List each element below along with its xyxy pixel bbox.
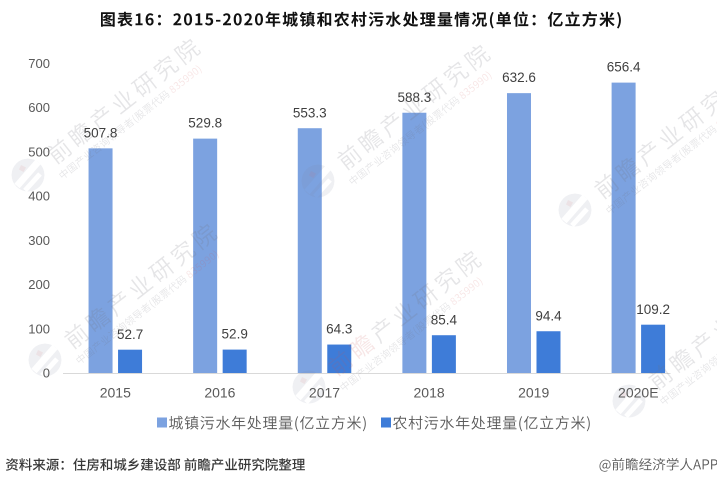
svg-text:200: 200 xyxy=(28,277,50,292)
svg-text:553.3: 553.3 xyxy=(293,105,327,120)
svg-text:52.7: 52.7 xyxy=(117,327,143,342)
svg-text:500: 500 xyxy=(28,144,50,159)
svg-text:2016: 2016 xyxy=(204,384,235,400)
svg-text:2019: 2019 xyxy=(518,384,549,400)
svg-text:700: 700 xyxy=(28,56,50,71)
svg-text:632.6: 632.6 xyxy=(502,70,536,85)
svg-text:85.4: 85.4 xyxy=(431,312,458,327)
svg-text:588.3: 588.3 xyxy=(398,90,432,105)
svg-text:64.3: 64.3 xyxy=(326,322,352,337)
svg-text:600: 600 xyxy=(28,100,50,115)
svg-text:52.9: 52.9 xyxy=(222,327,248,342)
svg-text:400: 400 xyxy=(28,189,50,204)
svg-text:656.4: 656.4 xyxy=(607,60,641,75)
svg-text:2017: 2017 xyxy=(309,384,340,400)
svg-text:507.8: 507.8 xyxy=(84,125,118,140)
svg-text:529.8: 529.8 xyxy=(188,116,222,131)
svg-text:0: 0 xyxy=(43,366,50,381)
svg-text:2020E: 2020E xyxy=(618,384,658,400)
svg-text:109.2: 109.2 xyxy=(636,302,670,317)
svg-text:2018: 2018 xyxy=(414,384,445,400)
svg-text:94.4: 94.4 xyxy=(535,308,562,323)
svg-text:300: 300 xyxy=(28,233,50,248)
svg-text:100: 100 xyxy=(28,321,50,336)
svg-text:2015: 2015 xyxy=(100,384,131,400)
